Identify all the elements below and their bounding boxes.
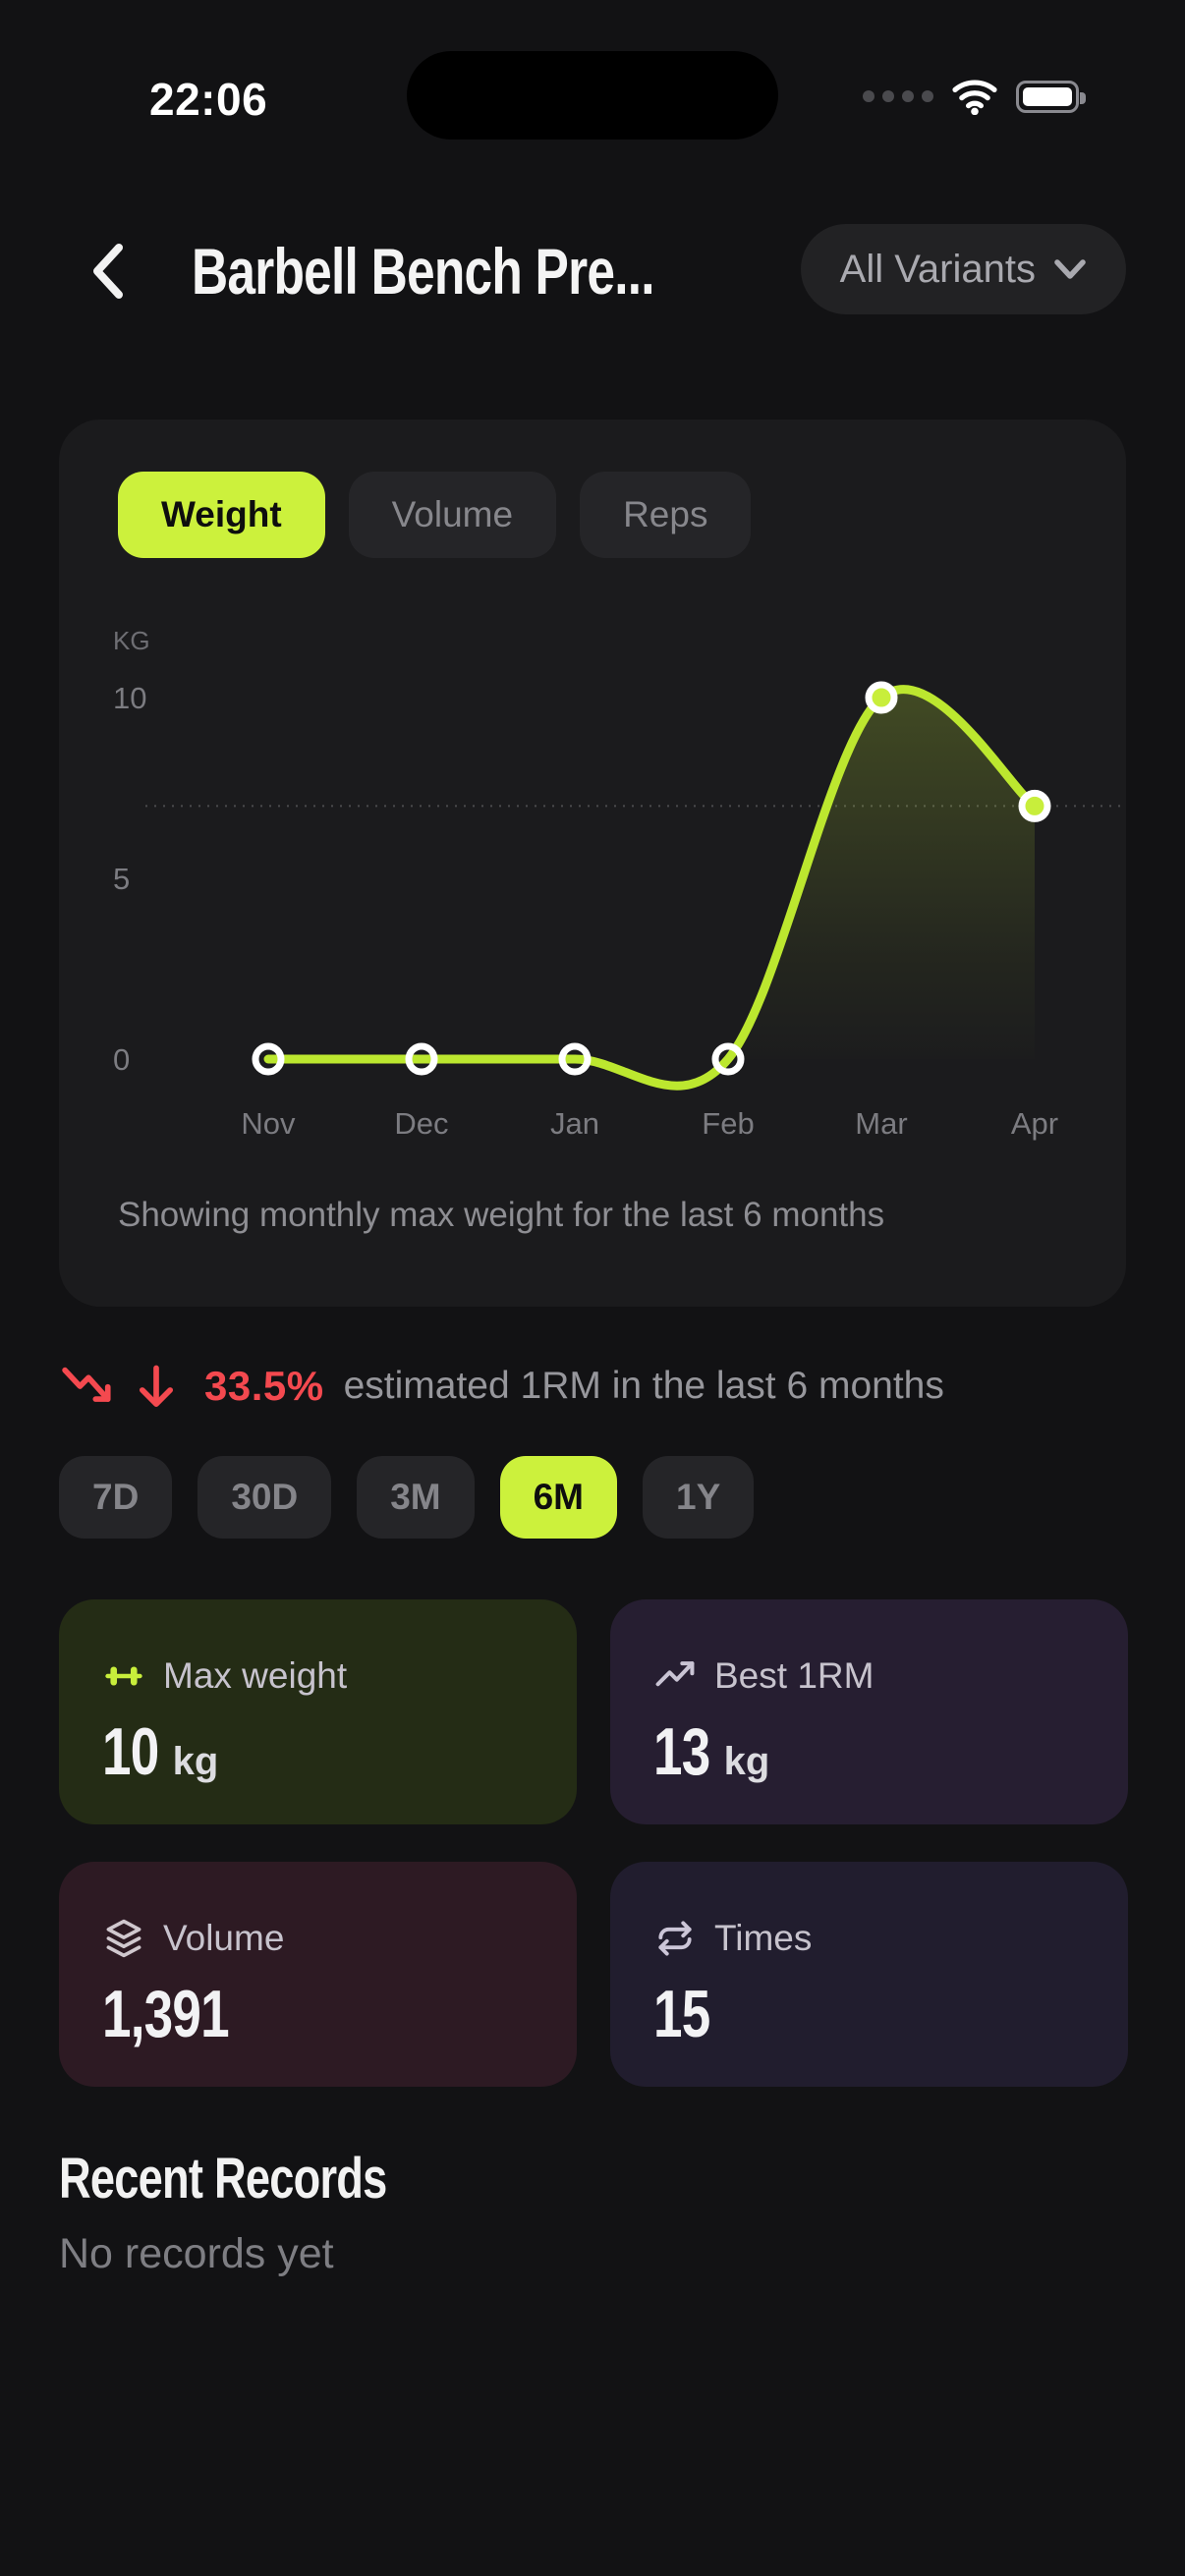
tab-weight[interactable]: Weight <box>118 472 325 558</box>
range-6m[interactable]: 6M <box>499 1456 618 1539</box>
stat-card-volume: Volume 1,391 <box>59 1862 577 2087</box>
data-point-nov[interactable] <box>252 1042 285 1076</box>
chevron-left-icon <box>93 244 123 299</box>
stat-unit: kg <box>172 1740 219 1783</box>
trend-summary: 33.5% estimated 1RM in the last 6 months <box>61 1358 944 1415</box>
clock: 22:06 <box>149 74 268 125</box>
range-3m[interactable]: 3M <box>357 1456 475 1539</box>
weight-line-chart[interactable]: KG 0 5 10 Nov Dec Jan Feb Mar Apr <box>59 616 1126 1166</box>
page-title: Barbell Bench Pre... <box>192 235 655 308</box>
chart-card: Weight Volume Reps KG 0 5 10 Nov Dec Jan Feb Mar… <box>59 420 1126 1307</box>
recent-records-title: Recent Records <box>59 2147 387 2211</box>
x-tick-apr: Apr <box>1011 1106 1058 1141</box>
tab-volume[interactable]: Volume <box>348 472 557 558</box>
status-bar: 22:06 <box>0 0 1185 147</box>
arrow-down-icon <box>139 1365 174 1407</box>
stat-card-max-weight: Max weight 10 kg <box>59 1599 577 1824</box>
stat-value: 15 <box>653 1977 710 2051</box>
stat-unit: kg <box>723 1740 770 1783</box>
chart-caption: Showing monthly max weight for the last … <box>118 1196 885 1234</box>
chevron-down-icon <box>1054 259 1086 279</box>
stat-card-times: Times 15 <box>610 1862 1128 2087</box>
repeat-icon <box>658 1921 692 1956</box>
data-point-mar[interactable] <box>865 681 898 714</box>
trend-description: estimated 1RM in the last 6 months <box>343 1365 944 1407</box>
stats-grid: Max weight 10 kg Best 1RM 13 kg Volume <box>59 1599 1128 2087</box>
x-tick-feb: Feb <box>702 1106 754 1141</box>
stat-label: Times <box>714 1918 813 1958</box>
data-point-feb[interactable] <box>711 1042 745 1076</box>
status-icons <box>863 77 1086 116</box>
y-axis-unit-label: KG <box>113 626 150 655</box>
metric-tabs: Weight Volume Reps <box>118 472 752 558</box>
data-point-jan[interactable] <box>558 1042 592 1076</box>
layers-icon <box>106 1919 141 1958</box>
stat-label: Volume <box>163 1918 285 1958</box>
data-point-dec[interactable] <box>405 1042 438 1076</box>
dumbbell-icon <box>105 1666 142 1686</box>
x-tick-nov: Nov <box>241 1106 296 1141</box>
range-selector: 7D 30D 3M 6M 1Y <box>59 1456 755 1539</box>
range-7d[interactable]: 7D <box>59 1456 173 1539</box>
range-1y[interactable]: 1Y <box>643 1456 755 1539</box>
dynamic-island <box>407 51 778 140</box>
stat-card-best-1rm: Best 1RM 13 kg <box>610 1599 1128 1824</box>
stat-value: 1,391 <box>102 1977 230 2051</box>
stat-value: 13 <box>653 1714 710 1789</box>
range-30d[interactable]: 30D <box>198 1456 332 1539</box>
weight-line <box>263 685 1040 1091</box>
y-tick-10: 10 <box>113 681 146 715</box>
wifi-icon <box>952 80 997 115</box>
y-tick-5: 5 <box>113 862 130 896</box>
stat-value: 10 <box>102 1714 159 1789</box>
battery-icon <box>1016 80 1086 113</box>
y-tick-0: 0 <box>113 1042 130 1077</box>
variant-selector-label: All Variants <box>839 247 1036 291</box>
data-point-apr[interactable] <box>1018 789 1051 822</box>
variant-selector[interactable]: All Variants <box>800 224 1126 314</box>
recent-records-empty: No records yet <box>59 2230 334 2277</box>
x-tick-mar: Mar <box>855 1106 907 1141</box>
header: Barbell Bench Pre... All Variants <box>59 224 1126 318</box>
back-button[interactable] <box>81 242 136 301</box>
stat-label: Best 1RM <box>714 1655 875 1696</box>
tab-reps[interactable]: Reps <box>580 472 752 558</box>
x-tick-jan: Jan <box>550 1106 599 1141</box>
area-fill <box>728 689 1035 1059</box>
x-tick-dec: Dec <box>394 1106 448 1141</box>
trending-up-icon <box>655 1661 695 1687</box>
trend-percentage: 33.5% <box>204 1363 324 1409</box>
trending-down-icon <box>62 1367 111 1402</box>
stat-label: Max weight <box>163 1655 348 1696</box>
cellular-signal-icon <box>863 90 933 102</box>
